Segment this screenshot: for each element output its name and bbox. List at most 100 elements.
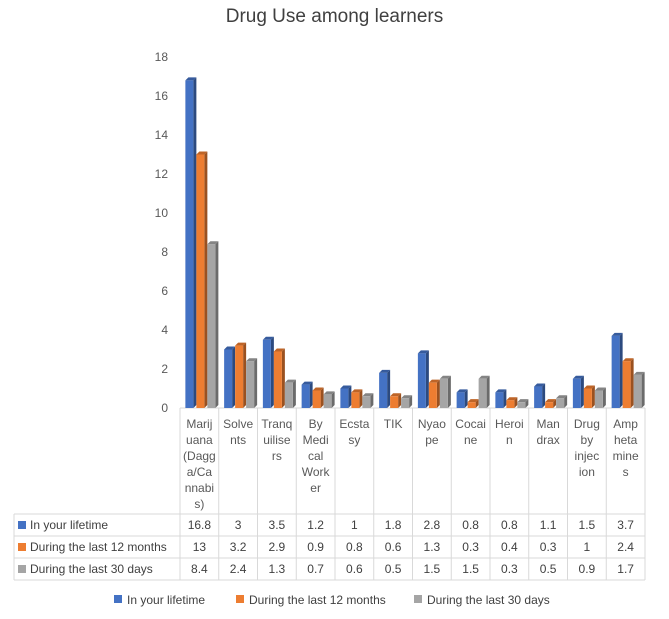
bar [467, 399, 479, 408]
bar [545, 399, 557, 408]
y-tick-label: 4 [161, 323, 168, 337]
legend-label: During the last 30 days [427, 593, 550, 607]
y-tick-label: 6 [161, 284, 168, 298]
category-label: Medi [303, 433, 329, 447]
table-cell-value: 1.3 [269, 562, 286, 576]
bar [556, 395, 568, 408]
y-tick-label: 2 [161, 362, 168, 376]
legend-swatch [236, 595, 244, 603]
bar [379, 369, 391, 408]
category-label: by [581, 433, 594, 447]
table-cell-value: 3.2 [230, 540, 247, 554]
bar [583, 385, 595, 408]
y-tick-label: 18 [155, 50, 169, 64]
bar [495, 389, 507, 408]
bar [439, 375, 451, 408]
category-label: drax [536, 433, 559, 447]
y-tick-label: 12 [155, 167, 169, 181]
table-cell-value: 0.6 [385, 540, 402, 554]
bar [362, 393, 374, 408]
table-cell-value: 2.9 [269, 540, 286, 554]
category-label: er [310, 481, 321, 495]
y-tick-label: 0 [161, 401, 168, 415]
bar [323, 391, 335, 408]
y-tick-label: 16 [155, 89, 169, 103]
table-cell-value: 0.8 [346, 540, 363, 554]
table-cell-value: 1.3 [424, 540, 441, 554]
category-label: rs [272, 449, 282, 463]
legend-label: During the last 12 months [249, 593, 386, 607]
legend-swatch [114, 595, 122, 603]
category-label: Work [302, 465, 331, 479]
legend-item: In your lifetime [114, 593, 205, 607]
table-cell-value: 1.5 [462, 562, 479, 576]
data-table: Marij uana (Dagg a/Ca nnabi s) Solve nts Tranq ui… [13, 408, 646, 581]
category-label: n [506, 433, 513, 447]
bars [185, 77, 645, 409]
bar [633, 371, 645, 408]
bar [301, 381, 313, 408]
category-label: heta [614, 433, 638, 447]
table-cell-value: 16.8 [188, 518, 212, 532]
chart-title: Drug Use among learners [225, 6, 444, 27]
y-tick-label: 14 [155, 128, 169, 142]
table-cell-value: 3.7 [617, 518, 634, 532]
category-label: nnabi [185, 481, 214, 495]
bar [417, 350, 429, 408]
bar [390, 393, 402, 408]
bar [401, 395, 413, 408]
row-legend-key [18, 521, 26, 529]
row-legend-key [18, 565, 26, 573]
category-label: uana [186, 433, 213, 447]
bar [351, 389, 363, 408]
table-cell-value: 2.4 [230, 562, 247, 576]
table-cell-value: 0.3 [540, 540, 557, 554]
table-cell-value: 1.2 [307, 518, 324, 532]
table-cell-value: 8.4 [191, 562, 208, 576]
bar [456, 389, 468, 408]
bar [196, 151, 208, 408]
table-cell-value: 0.4 [501, 540, 518, 554]
bar [506, 397, 518, 408]
legend: In your lifetime During the last 12 month… [114, 593, 550, 607]
category-label: Marij [186, 417, 212, 431]
table-cell-value: 0.9 [307, 540, 324, 554]
table-cell-value: 0.5 [540, 562, 557, 576]
category-label: (Dagg [183, 449, 216, 463]
category-label: Drug [574, 417, 600, 431]
category-label: ion [579, 465, 595, 479]
category-label: Solve [223, 417, 253, 431]
table-cell-value: 1.7 [617, 562, 634, 576]
category-label: pe [425, 433, 439, 447]
bar [517, 399, 529, 408]
bar [428, 379, 440, 408]
table-cell-value: 1 [351, 518, 358, 532]
bar [207, 241, 219, 408]
table-cell-value: 3.5 [269, 518, 286, 532]
row-series-label: In your lifetime [30, 518, 108, 532]
table-cell-value: 1.1 [540, 518, 557, 532]
y-tick-label: 10 [155, 206, 169, 220]
bar [235, 342, 247, 408]
row-series-label: During the last 12 months [30, 540, 167, 554]
bar [478, 375, 490, 408]
bar [224, 346, 236, 408]
bar [185, 77, 197, 409]
bar [246, 358, 258, 408]
category-label: sy [348, 433, 360, 447]
category-label: Ecsta [339, 417, 369, 431]
table-cell-value: 1.5 [424, 562, 441, 576]
bar [340, 385, 352, 408]
category-label: Heroi [495, 417, 524, 431]
category-label: Man [536, 417, 559, 431]
table-cell-value: 0.5 [385, 562, 402, 576]
category-label: s) [194, 497, 204, 511]
bar [622, 358, 634, 408]
table-cell-value: 0.9 [579, 562, 596, 576]
category-label: uilise [263, 433, 291, 447]
category-label: mine [613, 449, 639, 463]
category-label: Nyao [418, 417, 446, 431]
legend-item: During the last 12 months [236, 593, 386, 607]
row-legend-key [18, 543, 26, 551]
table-cell-value: 2.4 [617, 540, 634, 554]
